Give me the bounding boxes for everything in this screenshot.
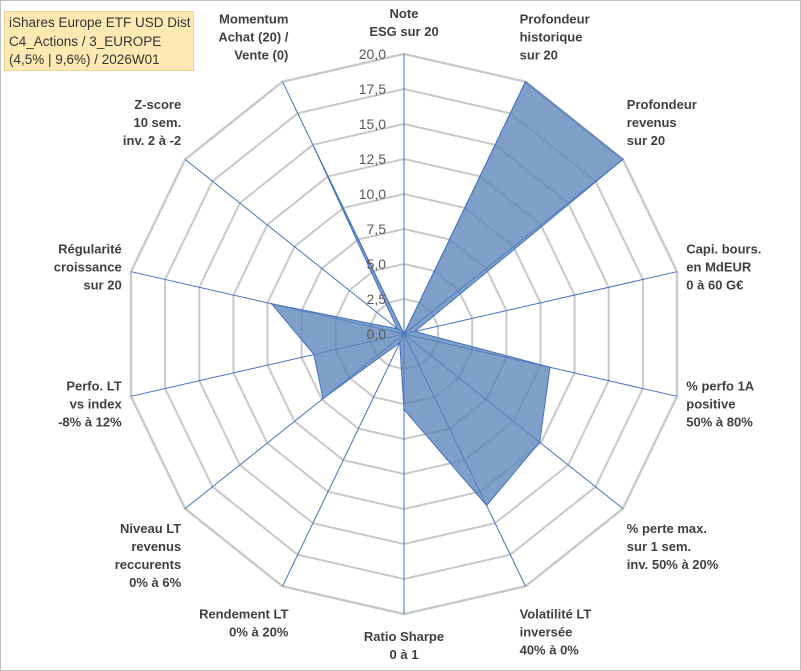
axis-label-7-line-0: Ratio Sharpe [364, 629, 444, 644]
axis-label-7: Ratio Sharpe 0 à 1 [364, 629, 444, 662]
axis-label-2-line-1: revenus [627, 115, 677, 130]
data-point-5 [538, 441, 541, 444]
axis-label-10-line-2: -8% à 12% [58, 415, 122, 430]
spoke-12 [184, 159, 405, 335]
tick-label-0: 0,0 [367, 326, 387, 342]
data-point-10 [313, 353, 315, 356]
data-point-6 [485, 504, 488, 507]
axis-label-13: Momentum Achat (20) / Vente (0) [218, 12, 288, 63]
data-point-4 [549, 366, 551, 369]
data-point-0 [403, 333, 405, 335]
axis-label-1-line-0: Profondeur [520, 12, 590, 27]
axis-label-10: Perfo. LT vs index -8% à 12% [58, 379, 122, 430]
axis-label-6: Volatilité LT inversée 40% à 0% [520, 607, 592, 658]
axis-label-8-line-1: 0% à 20% [229, 625, 289, 640]
axis-label-8: Rendement LT 0% à 20% [199, 607, 289, 640]
axis-label-13-line-1: Achat (20) / [218, 30, 288, 45]
axis-label-11-line-0: Régularité [58, 242, 122, 257]
axis-label-8-line-0: Rendement LT [199, 607, 288, 622]
chart-title-line-2: C4_Actions / 3_EUROPE [9, 33, 162, 49]
data-point-8 [398, 342, 401, 344]
axis-label-12-line-2: inv. 2 à -2 [123, 133, 181, 148]
axis-label-11-line-2: sur 20 [83, 278, 121, 293]
radar-series [270, 80, 624, 507]
tick-label-3: 7,5 [367, 221, 387, 237]
series-area-0 [270, 80, 624, 507]
tick-label-1: 2,5 [367, 291, 387, 307]
axis-label-5-line-0: % perte max. [627, 521, 707, 536]
tick-label-7: 17,5 [359, 81, 386, 97]
axis-label-1-line-2: sur 20 [520, 48, 558, 63]
axis-label-6-line-0: Volatilité LT [520, 607, 592, 622]
axis-label-5: % perte max. sur 1 sem. inv. 50% à 20% [627, 521, 719, 572]
axis-label-12-line-0: Z-score [134, 97, 181, 112]
axis-label-3-line-1: en MdEUR [686, 260, 752, 275]
tick-label-8: 20,0 [359, 46, 386, 62]
axis-label-1-line-1: historique [520, 30, 583, 45]
axis-label-10-line-1: vs index [70, 397, 123, 412]
spoke-8 [282, 333, 405, 587]
data-point-7 [403, 408, 405, 411]
axis-label-4: % perfo 1A positive 50% à 80% [686, 379, 755, 430]
radial-tick-labels: 0,0 2,5 5,0 7,5 10,0 12,5 15,0 17,5 20,0 [359, 46, 386, 342]
spoke-3 [403, 271, 678, 335]
axis-label-0: Note ESG sur 20 [369, 6, 438, 39]
axis-label-2: Profondeur revenus sur 20 [627, 97, 697, 148]
axis-label-1: Profondeur historique sur 20 [520, 12, 590, 63]
axis-label-5-line-1: sur 1 sem. [627, 539, 691, 554]
axis-label-5-line-2: inv. 50% à 20% [627, 557, 719, 572]
axis-label-2-line-2: sur 20 [627, 133, 665, 148]
axis-labels: Note ESG sur 20 Profondeur historique sur 20… [54, 6, 762, 662]
axis-label-9: Niveau LT revenus reccurents 0% à 6% [115, 521, 182, 590]
axis-label-12: Z-score 10 sem. inv. 2 à -2 [123, 97, 181, 148]
data-point-13 [313, 147, 316, 150]
axis-label-3: Capi. bours. en MdEUR 0 à 60 G€ [686, 242, 761, 293]
axis-label-2-line-0: Profondeur [627, 97, 697, 112]
data-point-2 [622, 158, 624, 161]
axis-label-10-line-0: Perfo. LT [66, 379, 121, 394]
chart-title: iShares Europe ETF USD Dist C4_Actions /… [4, 11, 194, 71]
axis-label-4-line-1: positive [686, 397, 735, 412]
axis-label-9-line-2: reccurents [115, 557, 181, 572]
axis-label-12-line-1: 10 sem. [133, 115, 181, 130]
axis-label-9-line-1: revenus [131, 539, 181, 554]
axis-label-9-line-3: 0% à 6% [129, 575, 181, 590]
axis-label-11: Régularité croissance sur 20 [54, 242, 122, 293]
axis-label-6-line-1: inversée [520, 625, 573, 640]
axis-label-3-line-2: 0 à 60 G€ [686, 278, 743, 293]
chart-title-line-3: (4,5% | 9,6%) / 2026W01 [9, 52, 160, 67]
chart-title-line-1: iShares Europe ETF USD Dist [9, 15, 191, 30]
axis-label-11-line-1: croissance [54, 260, 122, 275]
axis-label-9-line-0: Niveau LT [120, 521, 181, 536]
data-point-11 [270, 303, 273, 305]
axis-label-3-line-0: Capi. bours. [686, 242, 761, 257]
axis-label-0-line-1: ESG sur 20 [369, 24, 438, 39]
axis-label-4-line-2: 50% à 80% [686, 415, 753, 430]
data-point-3 [414, 330, 416, 333]
data-point-9 [322, 397, 324, 400]
tick-label-2: 5,0 [367, 256, 387, 272]
axis-label-6-line-2: 40% à 0% [520, 643, 580, 658]
tick-label-4: 10,0 [359, 186, 386, 202]
tick-label-6: 15,0 [359, 116, 386, 132]
axis-label-4-line-0: % perfo 1A [686, 379, 755, 394]
axis-label-13-line-2: Vente (0) [234, 48, 288, 63]
data-point-12 [396, 328, 399, 330]
axis-label-7-line-1: 0 à 1 [390, 647, 419, 662]
axis-label-13-line-0: Momentum [219, 12, 288, 27]
tick-label-5: 12,5 [359, 151, 386, 167]
data-point-1 [524, 80, 527, 83]
axis-label-0-line-0: Note [390, 6, 419, 21]
